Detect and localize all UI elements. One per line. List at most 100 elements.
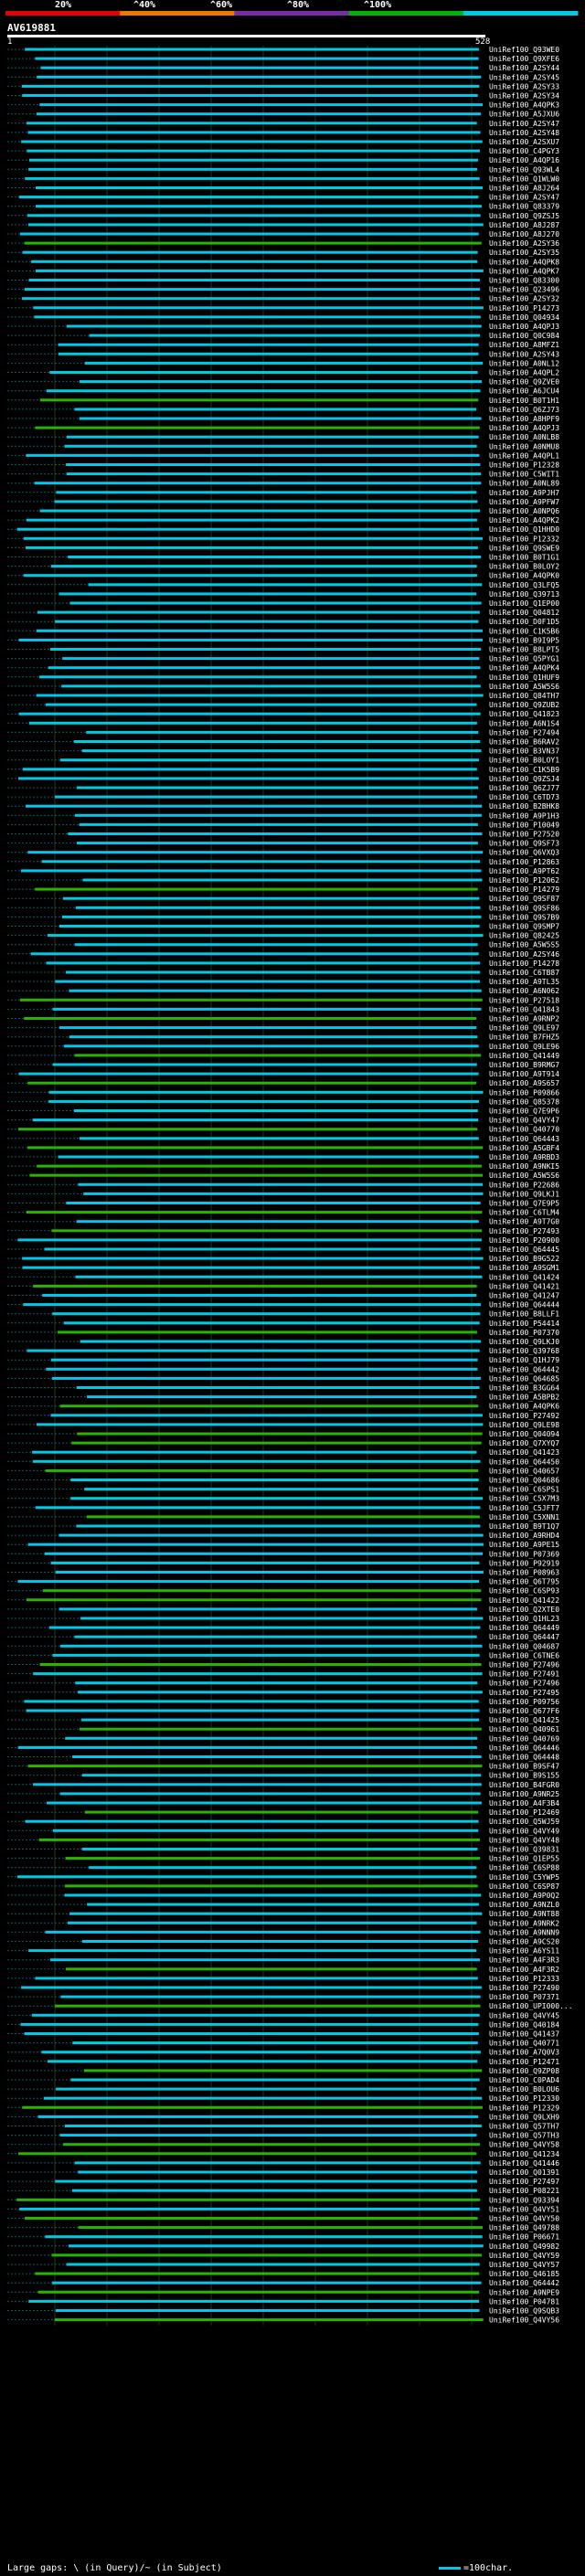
hit-bar — [78, 2170, 477, 2174]
hit-bar — [74, 408, 477, 411]
hit-label: UniRef100_C5WIT1 — [489, 471, 559, 479]
hit-label: UniRef100_C6TD73 — [489, 793, 559, 801]
hit-label: UniRef100_A5BPB2 — [489, 1394, 559, 1402]
hit-bar — [58, 1155, 479, 1159]
scale-tick-label: ^60% — [210, 0, 233, 10]
hit-label: UniRef100_Q83300 — [489, 277, 559, 285]
hit-label: UniRef100_Q7E9P6 — [489, 1108, 559, 1116]
hit-label: UniRef100_Q93WL4 — [489, 165, 559, 174]
hit-bar — [18, 777, 479, 780]
hit-bar — [19, 2207, 480, 2210]
hit-bar — [66, 463, 481, 466]
hit-label: UniRef100_C1K5B9 — [489, 766, 559, 774]
scale-swatch — [439, 2566, 461, 2570]
color-scale-segment — [120, 11, 235, 16]
hit-label: UniRef100_Q1EP00 — [489, 599, 559, 608]
hit-bar — [47, 2060, 478, 2063]
scale-legend-text: =100char. — [463, 2563, 514, 2573]
hit-label: UniRef100_P27493 — [489, 1227, 559, 1235]
hit-bar — [59, 1405, 479, 1408]
hit-bar — [22, 250, 478, 254]
axis-start-label: 1 — [7, 37, 12, 47]
hit-bar — [79, 822, 478, 826]
hit-bar — [25, 1819, 479, 1823]
hit-bar — [37, 2115, 479, 2118]
hit-label: UniRef100_A9NR25 — [489, 1790, 559, 1798]
hit-bar — [37, 2290, 480, 2294]
hit-bar — [55, 980, 480, 983]
hit-label: UniRef100_A6N062 — [489, 987, 559, 995]
hit-label: UniRef100_P07371 — [489, 1993, 559, 2001]
hit-label: UniRef100_Q9ZP08 — [489, 2067, 559, 2075]
hit-label: UniRef100_C0PAD4 — [489, 2076, 559, 2084]
hit-bar — [35, 1506, 481, 1510]
hit-label: UniRef100_A6JCU4 — [489, 387, 559, 396]
hit-label: UniRef100_Q04686 — [489, 1477, 559, 1485]
hit-bar — [50, 565, 477, 568]
hit-label: UniRef100_A4QPL2 — [489, 369, 559, 377]
hit-label: UniRef100_P08221 — [489, 2187, 559, 2195]
hit-label: UniRef100_Q9SWE9 — [489, 544, 559, 552]
hit-bar — [44, 1247, 481, 1251]
hit-bar — [50, 1414, 483, 1417]
hit-label: UniRef100_B0LOY1 — [489, 757, 559, 765]
hit-label: UniRef100_A9TL35 — [489, 978, 559, 986]
hit-label: UniRef100_A9PFW7 — [489, 498, 559, 506]
hit-bar — [81, 1848, 478, 1850]
hit-bar — [79, 1727, 482, 1731]
hit-label: UniRef100_P27491 — [489, 1670, 559, 1679]
hit-bar — [26, 1709, 480, 1712]
hit-bar — [58, 1607, 477, 1611]
hit-bar — [24, 241, 482, 245]
hit-label: UniRef100_Q40961 — [489, 1725, 559, 1733]
hit-bar — [58, 343, 479, 346]
hit-label: UniRef100_P09866 — [489, 1088, 559, 1097]
hit-label: UniRef100_A4F3R3 — [489, 1956, 559, 1965]
color-scale-segment — [348, 11, 464, 16]
hit-label: UniRef100_P12471 — [489, 2058, 559, 2066]
hit-bar — [56, 491, 477, 494]
hit-bar — [65, 970, 481, 974]
hit-label: UniRef100_Q9ZVE0 — [489, 378, 559, 387]
hit-bar — [62, 896, 480, 900]
hit-bar — [88, 583, 483, 587]
hit-label: UniRef100_P27518 — [489, 996, 559, 1004]
hit-label: UniRef100_P27490 — [489, 1984, 559, 1992]
hit-bar — [47, 934, 484, 938]
hit-bar — [48, 1090, 484, 1094]
hit-label: UniRef100_B0LOY2 — [489, 563, 559, 571]
hit-label: UniRef100_A9NPE9 — [489, 2288, 559, 2296]
hit-bar — [35, 887, 478, 891]
hit-label: UniRef100_A8J270 — [489, 230, 559, 239]
hit-label: UniRef100_Q9LE96 — [489, 1043, 559, 1051]
hit-bar — [30, 952, 479, 956]
hit-label: UniRef100_Q4VY58 — [489, 2141, 559, 2149]
hit-bar — [27, 851, 484, 854]
hit-bar — [18, 196, 479, 199]
scale-tick-label: ^100% — [364, 0, 392, 10]
hit-label: UniRef100_A8J287 — [489, 221, 559, 229]
hit-bar — [36, 186, 484, 189]
hit-label: UniRef100_Q6VXQ3 — [489, 849, 559, 857]
hit-label: UniRef100_Q41234 — [489, 2150, 559, 2158]
hit-label: UniRef100_A2SY36 — [489, 239, 559, 248]
hit-label: UniRef100_B9SF47 — [489, 1763, 559, 1771]
hit-bar — [24, 288, 481, 292]
hit-bar — [86, 1515, 480, 1519]
hit-bar — [36, 629, 483, 632]
hit-label: UniRef100_Q64450 — [489, 1458, 559, 1466]
hit-label: UniRef100_Q9LKJ1 — [489, 1190, 559, 1198]
hit-label: UniRef100_Q64442 — [489, 2279, 559, 2287]
scale-tick-label: ^80% — [287, 0, 310, 10]
hit-bar — [37, 1423, 484, 1426]
hit-label: UniRef100_Q4VY47 — [489, 1117, 559, 1125]
hit-label: UniRef100_A4QPL1 — [489, 451, 559, 460]
hit-label: UniRef100_Q41843 — [489, 1005, 559, 1013]
hit-label: UniRef100_P12333 — [489, 1975, 559, 1983]
hit-bar — [63, 1044, 479, 1048]
hit-label: UniRef100_P20900 — [489, 1236, 559, 1245]
color-scale-segment — [5, 11, 121, 16]
hit-label: UniRef100_Q9ZSJ4 — [489, 775, 559, 783]
hit-label: UniRef100_A0NMU8 — [489, 442, 559, 451]
hit-bar — [65, 1857, 481, 1860]
